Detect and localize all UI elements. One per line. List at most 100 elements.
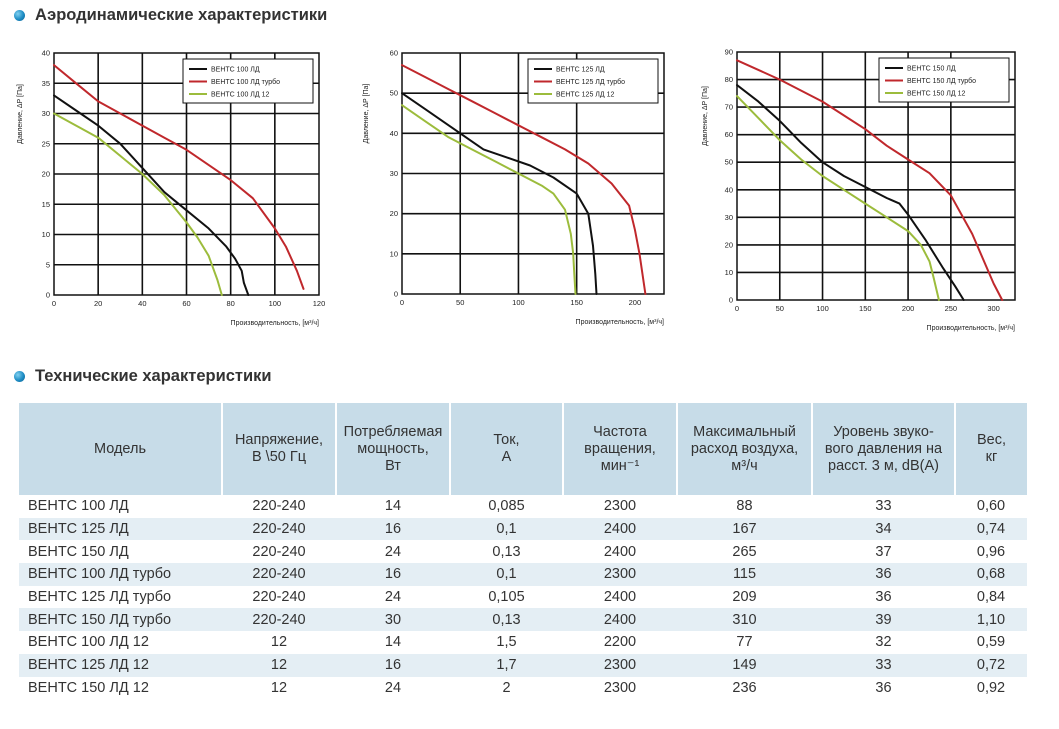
series-line <box>736 59 1004 301</box>
table-header-cell: Напряжение, В \50 Гц <box>222 403 337 495</box>
table-header-text: мощность, <box>357 440 429 457</box>
series-line <box>401 64 647 295</box>
table-cell: 220-240 <box>252 543 306 560</box>
x-tick-label: 150 <box>859 304 872 313</box>
table-cell: 2300 <box>603 498 637 515</box>
table-cell: 2400 <box>563 608 677 632</box>
aero-title-text: Аэродинамические характеристики <box>35 6 328 24</box>
y-tick-label: 20 <box>725 240 733 249</box>
series-line <box>53 64 305 290</box>
x-tick-label: 0 <box>52 299 56 308</box>
table-cell: 77 <box>736 634 753 651</box>
legend-label: ВЕНТС 100 ЛД турбо <box>211 78 280 86</box>
table-cell: 0,1 <box>450 517 563 541</box>
table-cell: 0,96 <box>976 543 1006 560</box>
table-header-cell: Уровень звуко-вого давления на расст. 3 м… <box>812 403 956 495</box>
table-header-text: Модель <box>93 440 147 457</box>
table-cell: 0,72 <box>955 653 1027 677</box>
table-cell: 36 <box>875 589 892 606</box>
table-header-text: А <box>501 449 512 465</box>
table-cell: 36 <box>812 563 955 586</box>
table-cell: 0,105 <box>488 589 525 606</box>
y-tick-label: 10 <box>42 230 50 239</box>
table-cell: 0,84 <box>976 589 1006 606</box>
table-cell: 220-240 <box>222 517 336 541</box>
table-cell: 2300 <box>563 563 677 586</box>
table-cell: 0,085 <box>488 498 525 515</box>
table-cell: 16 <box>336 653 450 677</box>
y-tick-label: 20 <box>390 209 398 218</box>
x-tick-label: 100 <box>269 299 282 308</box>
table-cell: 1,7 <box>450 653 563 677</box>
table-header-cell: Модель <box>19 403 223 495</box>
table-cell: 0,68 <box>955 563 1027 586</box>
y-tick-label: 25 <box>42 139 50 148</box>
legend-label: ВЕНТС 100 ЛД 12 <box>211 92 269 99</box>
table-cell: 24 <box>384 543 402 560</box>
table-body: ВЕНТС 100 ЛД 220-240 14 0,085 2300 88 33 0,60 ВЕ… <box>19 495 1027 699</box>
table-cell: 1,5 <box>496 634 517 651</box>
y-tick-label: 0 <box>46 291 50 300</box>
table-cell: ВЕНТС 150 ЛД 12 <box>28 679 149 696</box>
table-header-cell: Вес, кг <box>955 403 1027 495</box>
table-header-text: расст. 3 м, dB(A) <box>828 457 939 474</box>
table-cell: 39 <box>812 608 955 632</box>
table-row: ВЕНТС 125 ЛД 12 12 16 1,7 2300 149 33 0,72 <box>19 653 1027 677</box>
y-tick-label: 50 <box>725 158 733 167</box>
table-cell: 2300 <box>603 679 637 696</box>
x-axis-label: Производительность, [м³/ч] <box>231 320 320 327</box>
y-tick-label: 40 <box>725 185 733 194</box>
x-tick-label: 0 <box>735 304 739 313</box>
x-tick-label: 40 <box>138 299 146 308</box>
y-tick-label: 40 <box>390 129 398 138</box>
table-cell: 37 <box>875 543 892 560</box>
table-cell: 36 <box>875 679 892 696</box>
tech-title-text: Технические характеристики <box>35 367 272 385</box>
y-tick-label: 90 <box>725 48 733 57</box>
x-tick-label: 250 <box>945 304 958 313</box>
table-cell: 24 <box>384 589 402 606</box>
table-row: ВЕНТС 125 ЛД турбо 220-240 24 0,105 2400 209 3… <box>19 586 1027 609</box>
table-cell: 14 <box>384 498 402 515</box>
table-cell: 24 <box>384 679 402 696</box>
table-row: ВЕНТС 125 ЛД 220-240 16 0,1 2400 167 34 0,74 <box>19 517 1027 541</box>
table-header-cell: Частота вращения, мин⁻¹ <box>563 403 678 495</box>
table-cell: 0,60 <box>976 498 1006 515</box>
series-line <box>736 84 965 301</box>
legend-label: ВЕНТС 150 ЛД <box>907 66 956 73</box>
table-cell: 149 <box>677 653 812 677</box>
table-cell: 2400 <box>563 517 677 541</box>
table-header-text: Ток, <box>493 432 520 448</box>
x-tick-label: 60 <box>182 299 190 308</box>
x-axis-label: Производительность, [м³/ч] <box>576 319 665 326</box>
table-header-text: вого давления на <box>824 440 943 457</box>
x-tick-label: 200 <box>902 304 915 313</box>
y-tick-label: 70 <box>725 103 733 112</box>
table-cell: 32 <box>875 634 892 651</box>
section-bullet-icon <box>14 10 25 21</box>
table-cell: 2400 <box>603 589 637 606</box>
aero-chart-150: 0 50 100 150 200 250 300 0 10 20 30 40 50 60 70 80 90 Дав… <box>702 48 1016 332</box>
y-tick-label: 0 <box>394 290 398 299</box>
table-row: ВЕНТС 150 ЛД 220-240 24 0,13 2400 265 37 0,96 <box>19 540 1027 563</box>
aero-section-title: Аэродинамические характеристики <box>14 6 327 25</box>
y-tick-label: 10 <box>390 249 398 258</box>
y-tick-label: 60 <box>725 130 733 139</box>
y-tick-label: 40 <box>42 49 50 58</box>
table-cell: 236 <box>732 679 757 696</box>
legend-label: ВЕНТС 100 ЛД <box>211 67 260 74</box>
table-header-cell: Потребляемая мощность, Вт <box>336 403 451 495</box>
x-tick-label: 120 <box>313 299 326 308</box>
x-tick-label: 50 <box>456 298 464 307</box>
tech-section-title: Технические характеристики <box>14 367 272 386</box>
table-header-row: Модель Напряжение, В \50 Гц Потребляемая мощ… <box>19 403 1027 495</box>
table-cell: ВЕНТС 125 ЛД <box>19 517 222 541</box>
legend-label: ВЕНТС 150 ЛД 12 <box>907 91 965 98</box>
legend-label: ВЕНТС 125 ЛД <box>556 67 605 74</box>
x-tick-label: 100 <box>512 298 525 307</box>
table-cell: 2300 <box>563 653 677 677</box>
x-tick-label: 50 <box>776 304 784 313</box>
table-row: ВЕНТС 100 ЛД турбо 220-240 16 0,1 2300 115 36 0… <box>19 563 1027 586</box>
table-cell: ВЕНТС 150 ЛД <box>28 543 129 560</box>
series-line <box>53 112 223 296</box>
